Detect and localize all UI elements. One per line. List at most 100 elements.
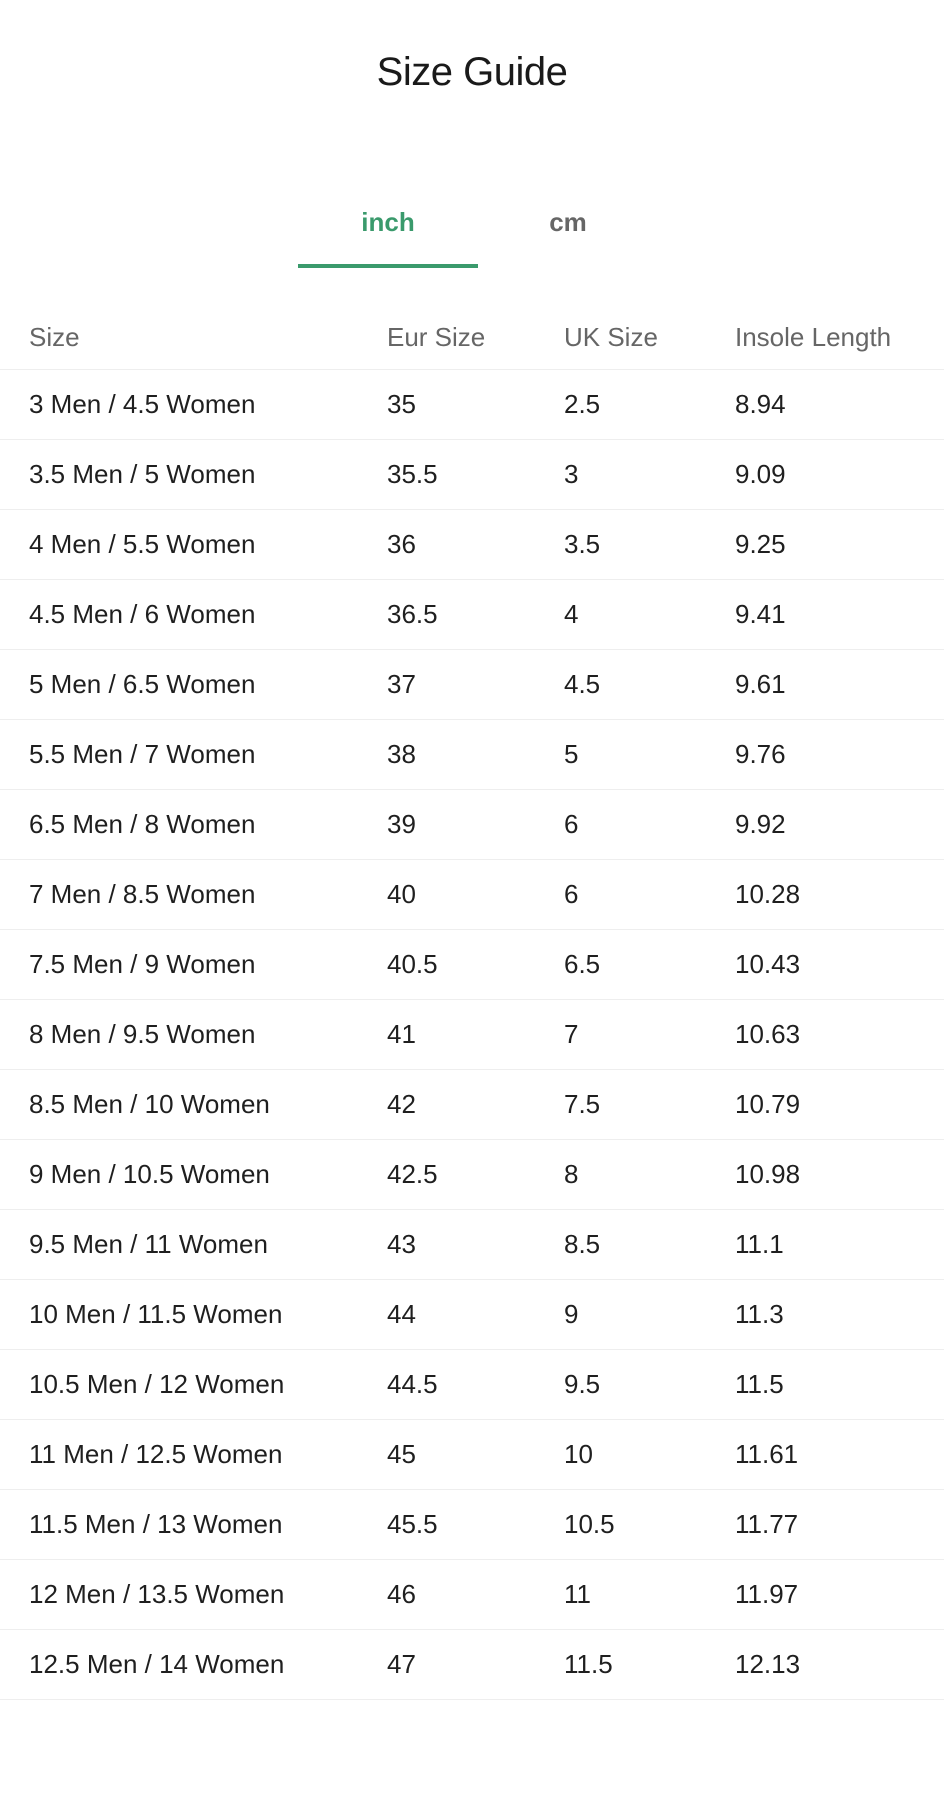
cell-insole-length: 10.63 — [735, 999, 944, 1070]
table-row: 8 Men / 9.5 Women 41 7 10.63 — [0, 999, 944, 1070]
cell-insole-length: 10.28 — [735, 859, 944, 930]
cell-insole-length: 11.5 — [735, 1349, 944, 1420]
cell-uk-size: 11 — [564, 1559, 735, 1630]
cell-insole-length: 12.13 — [735, 1629, 944, 1700]
cell-insole-length: 9.61 — [735, 649, 944, 720]
table-row: 10.5 Men / 12 Women 44.5 9.5 11.5 — [0, 1349, 944, 1420]
column-header-eur-size: Eur Size — [387, 321, 486, 352]
cell-size: 9 Men / 10.5 Women — [0, 1139, 387, 1210]
cell-insole-length: 11.3 — [735, 1279, 944, 1350]
cell-size: 4 Men / 5.5 Women — [0, 509, 387, 580]
cell-insole-length: 10.79 — [735, 1069, 944, 1140]
cell-insole-length: 9.25 — [735, 509, 944, 580]
cell-size: 8 Men / 9.5 Women — [0, 999, 387, 1070]
cell-uk-size: 6.5 — [564, 929, 735, 1000]
size-table: Size Eur Size UK Size Insole Length 3 Me… — [0, 305, 944, 1700]
column-header-uk-size: UK Size — [564, 321, 658, 352]
table-row: 11 Men / 12.5 Women 45 10 11.61 — [0, 1419, 944, 1490]
cell-eur-size: 42.5 — [387, 1139, 564, 1210]
column-header-size: Size — [29, 321, 80, 352]
tab-cm-label: cm — [549, 207, 587, 237]
cell-insole-length: 8.94 — [735, 369, 944, 440]
table-row: 4.5 Men / 6 Women 36.5 4 9.41 — [0, 579, 944, 650]
table-row: 5 Men / 6.5 Women 37 4.5 9.61 — [0, 649, 944, 720]
cell-uk-size: 10 — [564, 1419, 735, 1490]
cell-uk-size: 11.5 — [564, 1629, 735, 1700]
cell-uk-size: 5 — [564, 719, 735, 790]
cell-uk-size: 3.5 — [564, 509, 735, 580]
cell-eur-size: 46 — [387, 1559, 564, 1630]
tab-inch[interactable]: inch — [298, 200, 478, 268]
cell-insole-length: 9.92 — [735, 789, 944, 860]
cell-eur-size: 36 — [387, 509, 564, 580]
cell-uk-size: 8 — [564, 1139, 735, 1210]
cell-insole-length: 11.77 — [735, 1489, 944, 1560]
table-row: 12.5 Men / 14 Women 47 11.5 12.13 — [0, 1629, 944, 1700]
cell-size: 12 Men / 13.5 Women — [0, 1559, 387, 1630]
cell-insole-length: 10.43 — [735, 929, 944, 1000]
cell-eur-size: 43 — [387, 1209, 564, 1280]
cell-size: 3 Men / 4.5 Women — [0, 369, 387, 440]
cell-size: 11.5 Men / 13 Women — [0, 1489, 387, 1560]
cell-uk-size: 10.5 — [564, 1489, 735, 1560]
cell-uk-size: 7.5 — [564, 1069, 735, 1140]
cell-insole-length: 9.41 — [735, 579, 944, 650]
tab-cm[interactable]: cm — [478, 200, 658, 268]
table-row: 4 Men / 5.5 Women 36 3.5 9.25 — [0, 509, 944, 580]
cell-size: 7 Men / 8.5 Women — [0, 859, 387, 930]
cell-eur-size: 40 — [387, 859, 564, 930]
cell-size: 3.5 Men / 5 Women — [0, 439, 387, 510]
cell-size: 10 Men / 11.5 Women — [0, 1279, 387, 1350]
cell-uk-size: 6 — [564, 859, 735, 930]
cell-insole-length: 9.09 — [735, 439, 944, 510]
cell-size: 7.5 Men / 9 Women — [0, 929, 387, 1000]
cell-eur-size: 35 — [387, 369, 564, 440]
cell-uk-size: 9 — [564, 1279, 735, 1350]
cell-insole-length: 10.98 — [735, 1139, 944, 1210]
cell-uk-size: 4.5 — [564, 649, 735, 720]
cell-insole-length: 11.97 — [735, 1559, 944, 1630]
cell-eur-size: 45 — [387, 1419, 564, 1490]
cell-uk-size: 3 — [564, 439, 735, 510]
cell-insole-length: 11.1 — [735, 1209, 944, 1280]
table-row: 9 Men / 10.5 Women 42.5 8 10.98 — [0, 1139, 944, 1210]
cell-uk-size: 4 — [564, 579, 735, 650]
cell-eur-size: 45.5 — [387, 1489, 564, 1560]
cell-insole-length: 11.61 — [735, 1419, 944, 1490]
table-row: 5.5 Men / 7 Women 38 5 9.76 — [0, 719, 944, 790]
cell-eur-size: 37 — [387, 649, 564, 720]
cell-size: 5.5 Men / 7 Women — [0, 719, 387, 790]
table-row: 12 Men / 13.5 Women 46 11 11.97 — [0, 1559, 944, 1630]
cell-size: 12.5 Men / 14 Women — [0, 1629, 387, 1700]
table-row: 3.5 Men / 5 Women 35.5 3 9.09 — [0, 439, 944, 510]
cell-eur-size: 38 — [387, 719, 564, 790]
cell-uk-size: 8.5 — [564, 1209, 735, 1280]
cell-insole-length: 9.76 — [735, 719, 944, 790]
page-title: Size Guide — [376, 50, 568, 94]
table-row: 3 Men / 4.5 Women 35 2.5 8.94 — [0, 369, 944, 440]
cell-eur-size: 36.5 — [387, 579, 564, 650]
cell-size: 8.5 Men / 10 Women — [0, 1069, 387, 1140]
table-row: 10 Men / 11.5 Women 44 9 11.3 — [0, 1279, 944, 1350]
table-row: 8.5 Men / 10 Women 42 7.5 10.79 — [0, 1069, 944, 1140]
cell-size: 5 Men / 6.5 Women — [0, 649, 387, 720]
cell-eur-size: 44 — [387, 1279, 564, 1350]
table-row: 7.5 Men / 9 Women 40.5 6.5 10.43 — [0, 929, 944, 1000]
cell-uk-size: 9.5 — [564, 1349, 735, 1420]
cell-size: 6.5 Men / 8 Women — [0, 789, 387, 860]
cell-size: 4.5 Men / 6 Women — [0, 579, 387, 650]
cell-eur-size: 39 — [387, 789, 564, 860]
cell-eur-size: 41 — [387, 999, 564, 1070]
cell-uk-size: 6 — [564, 789, 735, 860]
cell-eur-size: 44.5 — [387, 1349, 564, 1420]
table-row: 6.5 Men / 8 Women 39 6 9.92 — [0, 789, 944, 860]
table-row: 9.5 Men / 11 Women 43 8.5 11.1 — [0, 1209, 944, 1280]
cell-eur-size: 35.5 — [387, 439, 564, 510]
cell-size: 10.5 Men / 12 Women — [0, 1349, 387, 1420]
table-row: 7 Men / 8.5 Women 40 6 10.28 — [0, 859, 944, 930]
cell-eur-size: 42 — [387, 1069, 564, 1140]
cell-eur-size: 40.5 — [387, 929, 564, 1000]
cell-size: 9.5 Men / 11 Women — [0, 1209, 387, 1280]
table-row: 11.5 Men / 13 Women 45.5 10.5 11.77 — [0, 1489, 944, 1560]
cell-uk-size: 7 — [564, 999, 735, 1070]
